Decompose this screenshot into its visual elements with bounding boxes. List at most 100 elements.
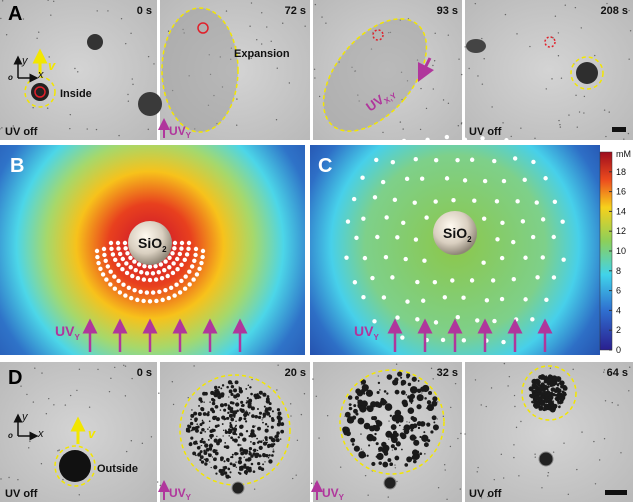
cluster: [238, 457, 241, 460]
speck: [33, 401, 34, 402]
tracer: [511, 240, 515, 244]
time-label: 0 s: [137, 5, 152, 17]
tracer: [514, 317, 518, 321]
speck: [8, 477, 9, 478]
tracer: [472, 198, 476, 202]
cluster: [376, 453, 383, 460]
cluster: [199, 459, 201, 461]
cluster: [216, 417, 220, 421]
colorbar-tick-label: 14: [616, 206, 626, 216]
tracer: [187, 241, 191, 245]
tracer: [560, 219, 564, 223]
cluster: [237, 399, 238, 400]
speck: [282, 23, 283, 24]
cluster: [416, 404, 421, 409]
cluster: [368, 444, 370, 446]
tracer: [415, 317, 419, 321]
tracer: [491, 278, 495, 282]
tracer: [179, 263, 183, 267]
cluster: [357, 400, 359, 402]
cluster: [238, 386, 239, 387]
tracer: [197, 267, 201, 271]
cluster: [271, 418, 275, 422]
cluster: [412, 377, 417, 382]
speck: [314, 77, 315, 78]
cluster: [359, 405, 366, 412]
speck: [468, 68, 469, 69]
cluster: [201, 445, 202, 446]
speck: [121, 18, 122, 19]
tracer: [190, 264, 194, 268]
cluster: [242, 404, 245, 407]
cluster: [539, 392, 542, 395]
cluster: [346, 431, 351, 436]
cluster: [392, 379, 398, 385]
cluster: [230, 462, 233, 465]
speck: [575, 95, 576, 96]
speck: [561, 78, 562, 79]
cluster: [234, 427, 236, 429]
speck: [327, 415, 328, 416]
annotation: UV off: [469, 488, 502, 500]
speck: [396, 364, 397, 365]
cluster: [414, 436, 417, 439]
cluster: [222, 468, 226, 472]
speck: [612, 402, 613, 403]
tracer: [167, 296, 171, 300]
cluster: [228, 380, 232, 384]
cluster: [229, 476, 231, 478]
speck: [534, 138, 535, 139]
speck: [273, 449, 274, 450]
cluster: [533, 401, 537, 405]
tracer: [480, 136, 484, 140]
speck: [77, 71, 78, 72]
speck: [548, 472, 549, 473]
tracer: [121, 283, 125, 287]
cluster: [256, 393, 258, 395]
speck: [583, 112, 584, 113]
tracer: [171, 271, 175, 275]
speck: [125, 365, 126, 366]
cluster: [225, 431, 228, 434]
speck: [558, 120, 559, 121]
cluster: [411, 403, 413, 405]
speck: [29, 441, 30, 442]
speck: [568, 494, 569, 495]
speck: [535, 456, 536, 457]
tracer: [501, 340, 505, 344]
cluster: [200, 440, 203, 443]
cluster: [357, 418, 364, 425]
cluster: [400, 432, 405, 437]
speck: [89, 407, 90, 408]
speck: [48, 398, 49, 399]
speck: [271, 41, 272, 42]
colorbar-unit: mM: [616, 149, 631, 159]
cluster: [200, 400, 202, 402]
cluster: [257, 427, 261, 431]
cluster: [209, 427, 210, 428]
cluster: [536, 385, 538, 387]
tracer: [470, 158, 474, 162]
cluster: [193, 412, 197, 416]
tracer: [462, 338, 466, 342]
speck: [448, 34, 449, 35]
speck: [604, 109, 605, 110]
cluster: [259, 412, 262, 415]
tracer: [361, 295, 365, 299]
speck: [53, 1, 54, 2]
speck: [421, 392, 422, 393]
cluster: [224, 471, 227, 474]
speck: [325, 22, 326, 23]
tracer: [401, 221, 405, 225]
tracer: [422, 259, 426, 263]
annotation: Inside: [60, 88, 92, 100]
tracer: [183, 258, 187, 262]
speck: [594, 55, 595, 56]
tracer: [108, 282, 112, 286]
tracer: [154, 299, 158, 303]
cluster: [262, 419, 263, 420]
cluster: [261, 467, 264, 470]
tracer: [129, 296, 133, 300]
cluster: [220, 403, 224, 407]
speck: [475, 3, 476, 4]
